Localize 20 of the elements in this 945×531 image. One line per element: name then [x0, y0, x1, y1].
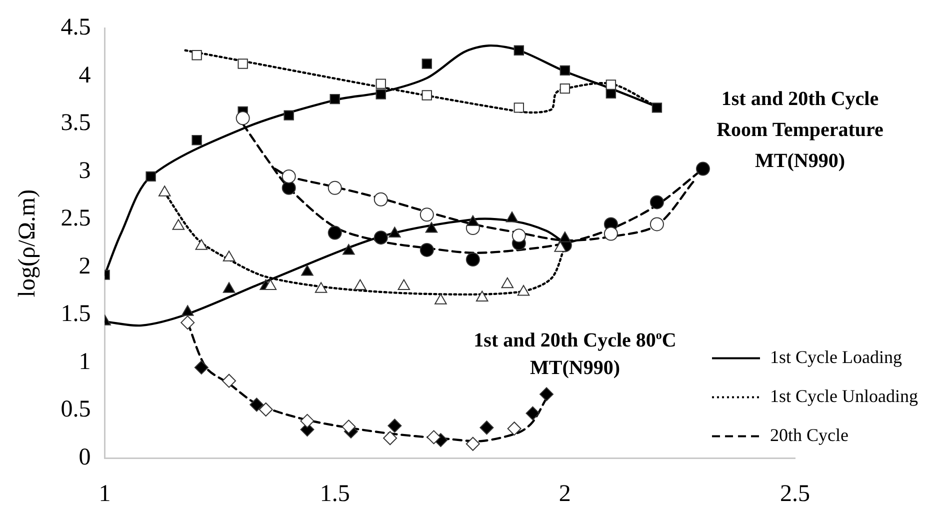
y-tick-label: 1 [78, 348, 91, 375]
y-axis-title: log(ρ/Ω.m) [14, 189, 41, 298]
annotation: 1st and 20th Cycle Room Temperature MT(N990) [716, 87, 884, 174]
y-tick-label: 2 [78, 253, 91, 280]
y-tick-label: 3.5 [60, 110, 91, 136]
y-tick-label: 2.5 [60, 206, 91, 232]
y-tick-label: 1.5 [60, 301, 91, 328]
text: 1st and 20th Cycle 80$^{o}$C MT(N990) [474, 328, 676, 379]
y-tick-label: 0.5 [60, 396, 91, 423]
x-tick-label: 2 [558, 480, 571, 507]
y-tick-label: 3 [78, 158, 91, 184]
legend-label: 1st Cycle Loading [770, 346, 902, 367]
y-tick-label: 4.5 [60, 14, 91, 41]
y-tick-label: 0 [78, 444, 91, 470]
legend-label: 20th Cycle [770, 424, 848, 445]
legend-label: 1st Cycle Unloading [770, 386, 918, 406]
y-tick-label: 4 [78, 62, 91, 88]
x-tick-label: 1.5 [320, 480, 350, 507]
x-tick-label: 2.5 [780, 480, 810, 507]
x-tick-label: 1 [98, 480, 111, 507]
